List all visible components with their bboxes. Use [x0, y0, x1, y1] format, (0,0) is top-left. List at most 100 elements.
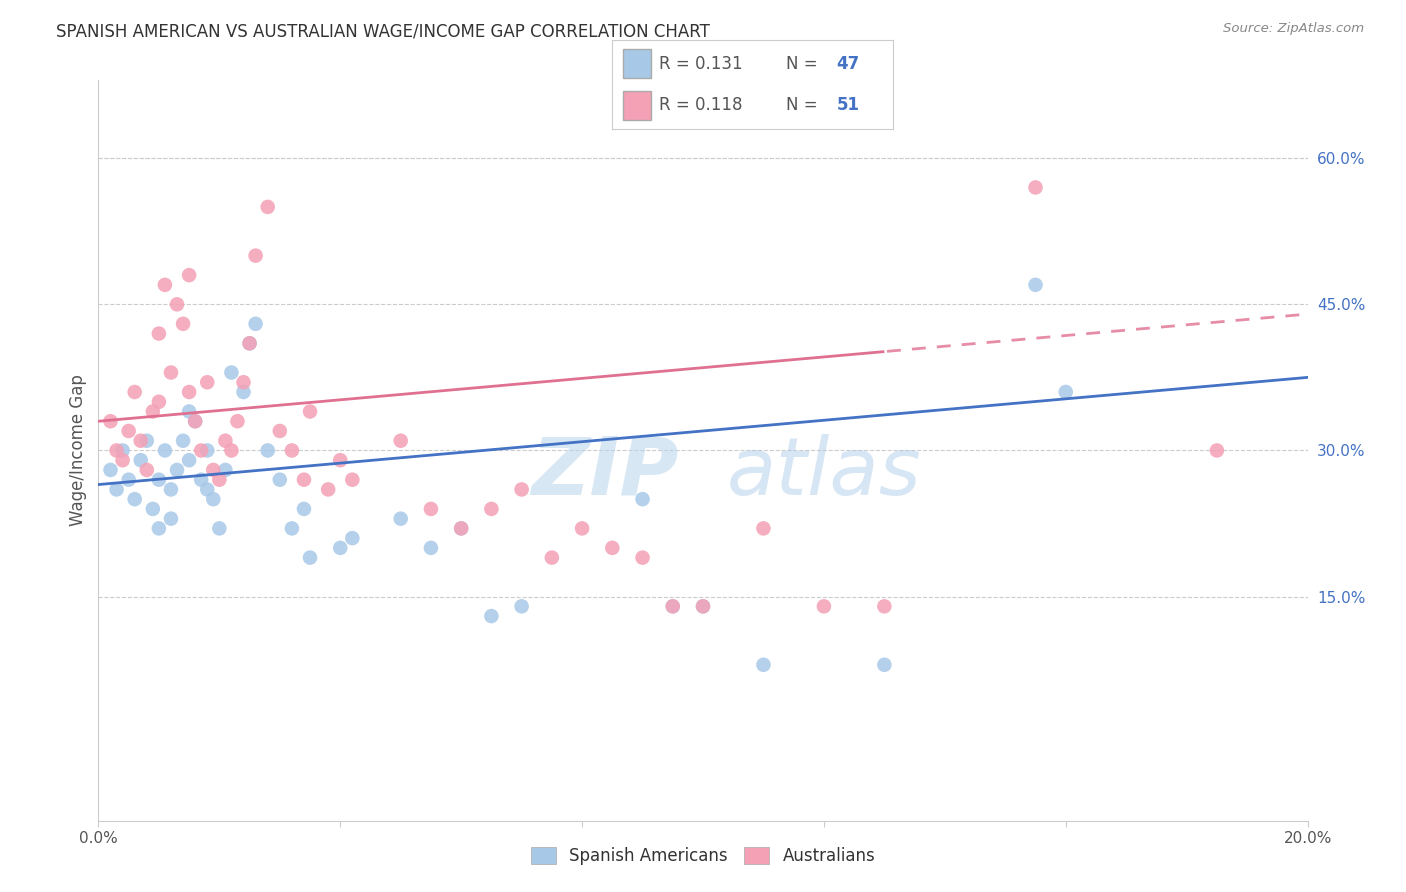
- Point: [221, 443, 243, 458]
- Point: [602, 541, 624, 555]
- Point: [190, 443, 212, 458]
- Point: [299, 404, 322, 418]
- Point: [142, 404, 165, 418]
- Bar: [623, 49, 651, 78]
- Point: [179, 453, 201, 467]
- Text: N =: N =: [786, 96, 823, 114]
- Point: [420, 502, 443, 516]
- Point: [124, 384, 146, 399]
- Point: [269, 424, 291, 438]
- Point: [111, 443, 134, 458]
- Point: [148, 521, 170, 535]
- Point: [148, 326, 170, 341]
- Point: [631, 492, 654, 507]
- Point: [631, 550, 654, 565]
- Text: Source: ZipAtlas.com: Source: ZipAtlas.com: [1223, 22, 1364, 36]
- Point: [184, 414, 207, 428]
- Point: [342, 531, 364, 545]
- Point: [160, 483, 183, 497]
- Point: [172, 434, 194, 448]
- Point: [208, 473, 231, 487]
- Point: [135, 434, 157, 448]
- Point: [481, 502, 503, 516]
- Point: [148, 473, 170, 487]
- Point: [269, 473, 291, 487]
- Text: 51: 51: [837, 96, 859, 114]
- Point: [208, 521, 231, 535]
- Point: [153, 443, 176, 458]
- Point: [195, 376, 218, 390]
- Point: [118, 424, 141, 438]
- Point: [214, 434, 236, 448]
- Bar: [623, 91, 651, 120]
- Point: [124, 492, 146, 507]
- Point: [111, 453, 134, 467]
- Point: [329, 541, 352, 555]
- Point: [342, 473, 364, 487]
- Point: [692, 599, 714, 614]
- Point: [1054, 384, 1077, 399]
- Point: [129, 434, 152, 448]
- Text: R = 0.118: R = 0.118: [659, 96, 742, 114]
- Point: [420, 541, 443, 555]
- Legend: Spanish Americans, Australians: Spanish Americans, Australians: [524, 840, 882, 871]
- Point: [166, 463, 188, 477]
- Point: [299, 550, 322, 565]
- Point: [105, 443, 128, 458]
- Point: [292, 502, 315, 516]
- Point: [179, 384, 201, 399]
- Point: [202, 463, 225, 477]
- Text: SPANISH AMERICAN VS AUSTRALIAN WAGE/INCOME GAP CORRELATION CHART: SPANISH AMERICAN VS AUSTRALIAN WAGE/INCO…: [56, 22, 710, 40]
- Point: [214, 463, 236, 477]
- Point: [281, 443, 304, 458]
- Point: [160, 366, 183, 380]
- Point: [256, 443, 278, 458]
- Text: N =: N =: [786, 54, 823, 73]
- Point: [450, 521, 472, 535]
- Point: [692, 599, 714, 614]
- Point: [389, 434, 412, 448]
- Point: [190, 473, 212, 487]
- Text: 47: 47: [837, 54, 860, 73]
- Point: [179, 404, 201, 418]
- Point: [245, 317, 267, 331]
- Point: [1024, 180, 1046, 194]
- Point: [292, 473, 315, 487]
- Point: [142, 502, 165, 516]
- Point: [184, 414, 207, 428]
- Point: [540, 550, 562, 565]
- Point: [510, 483, 533, 497]
- Point: [389, 511, 412, 525]
- Point: [571, 521, 593, 535]
- Text: R = 0.131: R = 0.131: [659, 54, 742, 73]
- Point: [873, 657, 896, 672]
- Point: [281, 521, 304, 535]
- Point: [873, 599, 896, 614]
- Point: [105, 483, 128, 497]
- Point: [1024, 277, 1046, 292]
- Text: atlas: atlas: [727, 434, 922, 512]
- Point: [316, 483, 339, 497]
- Point: [226, 414, 249, 428]
- Point: [129, 453, 152, 467]
- Point: [661, 599, 683, 614]
- Point: [135, 463, 157, 477]
- Point: [100, 414, 122, 428]
- Point: [245, 249, 267, 263]
- Y-axis label: Wage/Income Gap: Wage/Income Gap: [69, 375, 87, 526]
- Point: [661, 599, 683, 614]
- Point: [752, 657, 775, 672]
- Point: [202, 492, 225, 507]
- Point: [329, 453, 352, 467]
- Point: [118, 473, 141, 487]
- Point: [172, 317, 194, 331]
- Point: [221, 366, 243, 380]
- Point: [510, 599, 533, 614]
- Point: [160, 511, 183, 525]
- Point: [481, 609, 503, 624]
- Point: [752, 521, 775, 535]
- Point: [148, 394, 170, 409]
- Point: [1206, 443, 1229, 458]
- Point: [100, 463, 122, 477]
- Point: [239, 336, 262, 351]
